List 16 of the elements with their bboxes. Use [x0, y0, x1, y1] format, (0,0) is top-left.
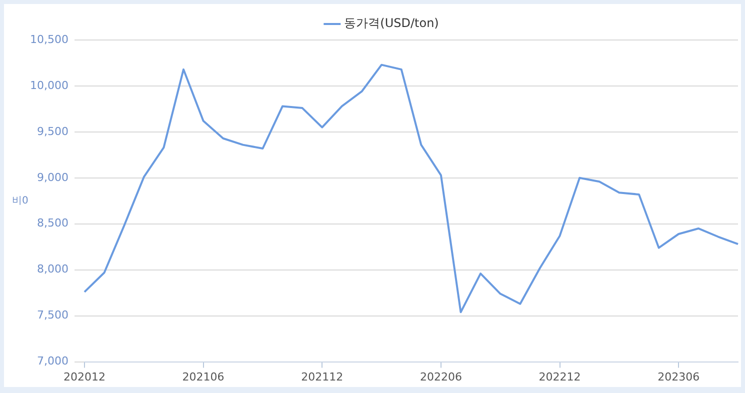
x-tick-label: 202106 — [182, 370, 224, 384]
y-tick-label: 10,000 — [30, 78, 68, 92]
y-axis-title: 비0 — [12, 195, 28, 206]
x-tick-label: 202206 — [420, 370, 462, 384]
x-tick-label: 202306 — [658, 370, 700, 384]
x-tick-label: 202012 — [63, 370, 106, 384]
y-tick-label: 8,000 — [36, 262, 68, 276]
x-tick-label: 202112 — [301, 370, 344, 384]
y-tick-label: 7,500 — [36, 308, 68, 322]
y-tick-label: 8,500 — [36, 216, 68, 230]
y-tick-label: 9,500 — [36, 124, 68, 138]
x-tick-label: 202212 — [538, 370, 581, 384]
y-tick-label: 7,000 — [36, 354, 68, 368]
y-tick-label: 10,500 — [30, 32, 68, 46]
legend-label: 동가격(USD/ton) — [344, 16, 439, 30]
y-tick-label: 9,000 — [36, 170, 68, 184]
